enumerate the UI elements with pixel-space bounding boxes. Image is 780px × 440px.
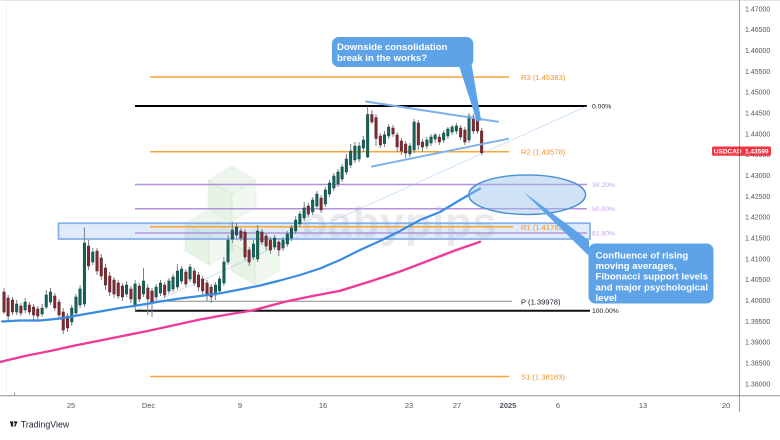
svg-text:1.38000: 1.38000 — [745, 381, 770, 388]
svg-text:6: 6 — [556, 401, 560, 410]
svg-text:25: 25 — [67, 401, 75, 410]
svg-text:P (1.39978): P (1.39978) — [521, 297, 561, 306]
svg-text:and major psychological: and major psychological — [596, 282, 709, 293]
svg-text:27: 27 — [453, 401, 461, 410]
svg-text:16: 16 — [319, 401, 327, 410]
svg-text:R2 (1.43578): R2 (1.43578) — [521, 148, 566, 157]
svg-text:Confluence of rising: Confluence of rising — [596, 250, 689, 261]
svg-text:13: 13 — [639, 401, 647, 410]
svg-text:S1 (1.38183): S1 (1.38183) — [521, 373, 565, 382]
svg-text:1.40500: 1.40500 — [745, 277, 770, 284]
svg-text:1.46000: 1.46000 — [745, 48, 770, 55]
svg-text:61.80%: 61.80% — [592, 231, 615, 238]
svg-text:1.43599: 1.43599 — [745, 149, 769, 156]
svg-text:Dec: Dec — [142, 401, 156, 410]
svg-text:1.38500: 1.38500 — [745, 361, 770, 368]
svg-text:9: 9 — [238, 401, 242, 410]
svg-text:Downside consolidation: Downside consolidation — [337, 42, 447, 53]
svg-text:38.20%: 38.20% — [592, 182, 615, 189]
svg-text:1.45500: 1.45500 — [745, 69, 770, 76]
svg-text:1.39000: 1.39000 — [745, 340, 770, 347]
svg-text:23: 23 — [405, 401, 413, 410]
svg-text:Fibonacci support levels: Fibonacci support levels — [596, 272, 709, 283]
svg-text:1.43000: 1.43000 — [745, 173, 770, 180]
svg-text:100.00%: 100.00% — [592, 308, 619, 315]
svg-text:1.44500: 1.44500 — [745, 111, 770, 118]
svg-text:1.44000: 1.44000 — [745, 131, 770, 138]
svg-text:1.45000: 1.45000 — [745, 90, 770, 97]
svg-text:1.42500: 1.42500 — [745, 194, 770, 201]
svg-text:1.39500: 1.39500 — [745, 319, 770, 326]
svg-text:20: 20 — [722, 401, 730, 410]
svg-text:50.00%: 50.00% — [592, 206, 615, 213]
svg-text:1.42000: 1.42000 — [745, 215, 770, 222]
svg-text:USDCAD: USDCAD — [714, 149, 742, 156]
svg-text:1.46500: 1.46500 — [745, 27, 770, 34]
svg-text:R1 (1.41783): R1 (1.41783) — [521, 223, 566, 232]
svg-text:1.41500: 1.41500 — [745, 236, 770, 243]
svg-text:moving averages,: moving averages, — [596, 261, 677, 272]
svg-text:R3 (1.45383): R3 (1.45383) — [521, 73, 566, 82]
svg-text:1.41000: 1.41000 — [745, 256, 770, 263]
svg-text:TradingView: TradingView — [21, 419, 70, 429]
svg-text:break in the works?: break in the works? — [337, 53, 427, 64]
svg-text:1.40000: 1.40000 — [745, 298, 770, 305]
svg-text:1.47000: 1.47000 — [745, 6, 770, 13]
svg-text:0.00%: 0.00% — [592, 104, 611, 111]
svg-text:level: level — [596, 293, 617, 304]
svg-text:2025: 2025 — [500, 401, 517, 410]
